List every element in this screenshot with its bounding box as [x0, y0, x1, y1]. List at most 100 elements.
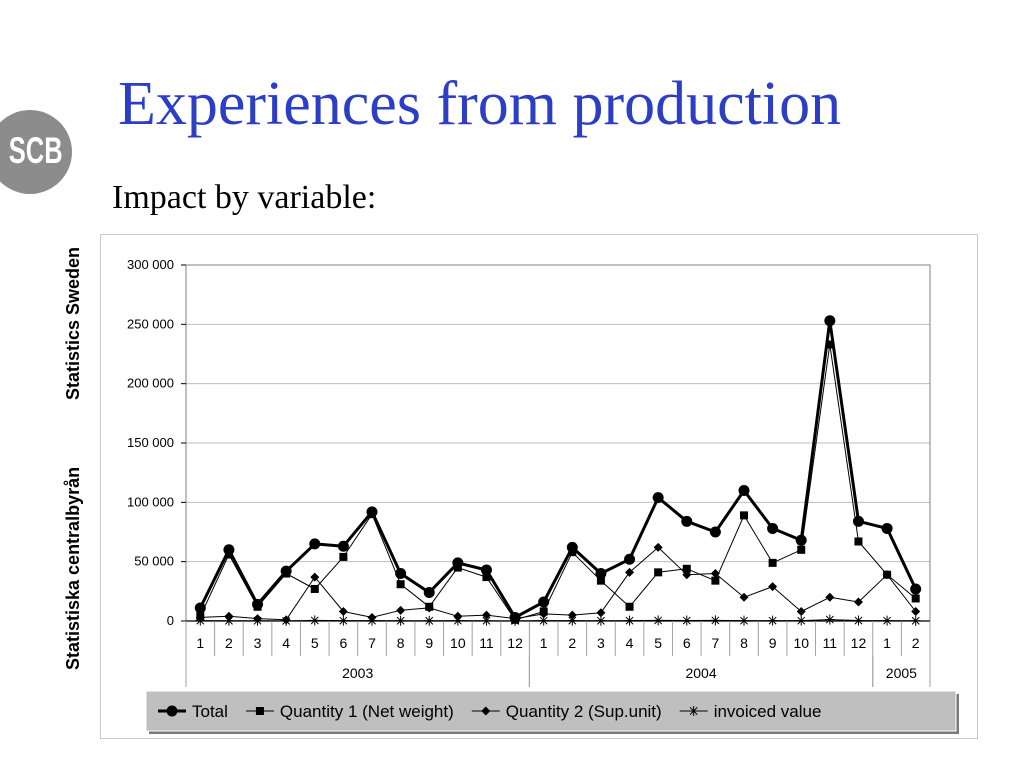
- data-point: [223, 544, 235, 556]
- star-stroke: [654, 616, 663, 625]
- x-tick-label: 5: [654, 635, 662, 651]
- data-point: [710, 615, 721, 626]
- data-point: [338, 615, 349, 626]
- data-point: [339, 552, 348, 561]
- data-point: [423, 587, 435, 599]
- data-point: [825, 340, 834, 349]
- x-tick-label: 10: [450, 635, 466, 651]
- legend-box: [145, 690, 957, 732]
- data-point: [911, 594, 920, 603]
- legend-entry: Quantity 1 (Net weight): [245, 702, 454, 721]
- data-point: [309, 615, 320, 626]
- data-point: [824, 315, 836, 327]
- x-tick-label: 12: [851, 635, 867, 651]
- x-tick-label: 1: [540, 635, 548, 651]
- data-point: [480, 564, 492, 576]
- star-stroke: [596, 616, 605, 625]
- data-point: [882, 615, 893, 626]
- logo-text: SCB: [9, 129, 63, 171]
- legend-entry: Quantity 2 (Sup.unit): [471, 702, 662, 721]
- star-stroke: [339, 616, 348, 625]
- x-year-label: 2003: [342, 665, 373, 681]
- data-point: [740, 511, 748, 520]
- data-point: [881, 522, 893, 534]
- x-tick-label: 8: [740, 635, 748, 651]
- chart-series: [194, 315, 922, 626]
- star-stroke: [539, 616, 548, 625]
- data-point: [509, 611, 521, 623]
- star-stroke: [224, 616, 233, 625]
- data-point: [338, 607, 348, 617]
- x-tick-label: 8: [397, 635, 405, 651]
- logo-disc: [0, 110, 72, 194]
- star-stroke: [682, 616, 691, 625]
- data-point: [653, 615, 664, 626]
- data-point: [566, 541, 578, 553]
- data-point: [395, 615, 406, 626]
- y-tick-label: 300 000: [127, 257, 174, 272]
- y-tick-label: 150 000: [127, 435, 174, 450]
- y-tick-label: 200 000: [127, 376, 174, 391]
- star-stroke: [625, 616, 634, 625]
- data-point: [681, 615, 692, 626]
- star-stroke: [825, 615, 834, 624]
- data-point: [539, 607, 548, 616]
- data-point: [310, 572, 320, 582]
- data-point: [252, 598, 264, 610]
- data-point: [739, 615, 749, 626]
- x-tick-label: 12: [507, 635, 523, 651]
- data-point: [396, 580, 405, 589]
- data-point: [854, 537, 863, 546]
- data-point: [567, 610, 577, 620]
- data-point: [853, 597, 863, 607]
- x-tick-label: 1: [196, 635, 204, 651]
- data-point: [625, 567, 635, 577]
- x-tick-label: 11: [479, 635, 494, 651]
- data-point: [681, 515, 693, 527]
- data-point: [425, 602, 434, 611]
- data-point: [654, 568, 663, 577]
- star-stroke: [396, 616, 405, 625]
- data-point: [424, 615, 435, 626]
- x-tick-label: 3: [254, 635, 262, 651]
- x-tick-label: 6: [683, 635, 691, 651]
- data-point: [711, 576, 720, 585]
- data-point: [452, 557, 464, 569]
- chart-frame: [100, 234, 978, 739]
- data-point: [196, 612, 205, 621]
- side-label-english: Statistics Sweden: [63, 247, 83, 400]
- x-tick-label: 7: [368, 635, 376, 651]
- chart-legend: Total Quantity 1 (Net weight) Quantity 2 (…: [145, 690, 959, 734]
- legend-label: Quantity 1 (Net weight): [280, 702, 454, 721]
- x-year-label: 2005: [886, 665, 917, 681]
- data-point: [767, 522, 779, 534]
- y-axis-ticks: 0 50 000 100 000 150 000 200 000 250 000 300 0…: [127, 257, 186, 628]
- data-point: [910, 583, 922, 595]
- x-tick-label: 10: [793, 635, 809, 651]
- data-point: [796, 615, 807, 626]
- legend-marker: [481, 706, 491, 716]
- x-tick-label: 9: [769, 635, 777, 651]
- legend-marker: [255, 707, 264, 715]
- x-tick-label: 3: [597, 635, 605, 651]
- y-tick-label: 250 000: [127, 316, 174, 331]
- data-point: [825, 592, 835, 602]
- series-line: [200, 546, 917, 621]
- data-point: [595, 615, 606, 626]
- data-point: [853, 615, 864, 626]
- star-stroke: [689, 707, 698, 715]
- x-tick-label: 2: [225, 635, 233, 651]
- data-point: [224, 611, 234, 621]
- x-tick-label: 1: [883, 635, 891, 651]
- data-point: [253, 614, 263, 624]
- data-point: [395, 568, 407, 580]
- data-point: [883, 570, 892, 579]
- star-stroke: [768, 616, 777, 625]
- legend-label: Total: [192, 702, 228, 721]
- data-point: [796, 607, 806, 617]
- legend-entry: Total: [158, 702, 228, 721]
- x-year-label: 2004: [685, 665, 716, 681]
- data-point: [911, 607, 921, 617]
- data-point: [595, 568, 607, 580]
